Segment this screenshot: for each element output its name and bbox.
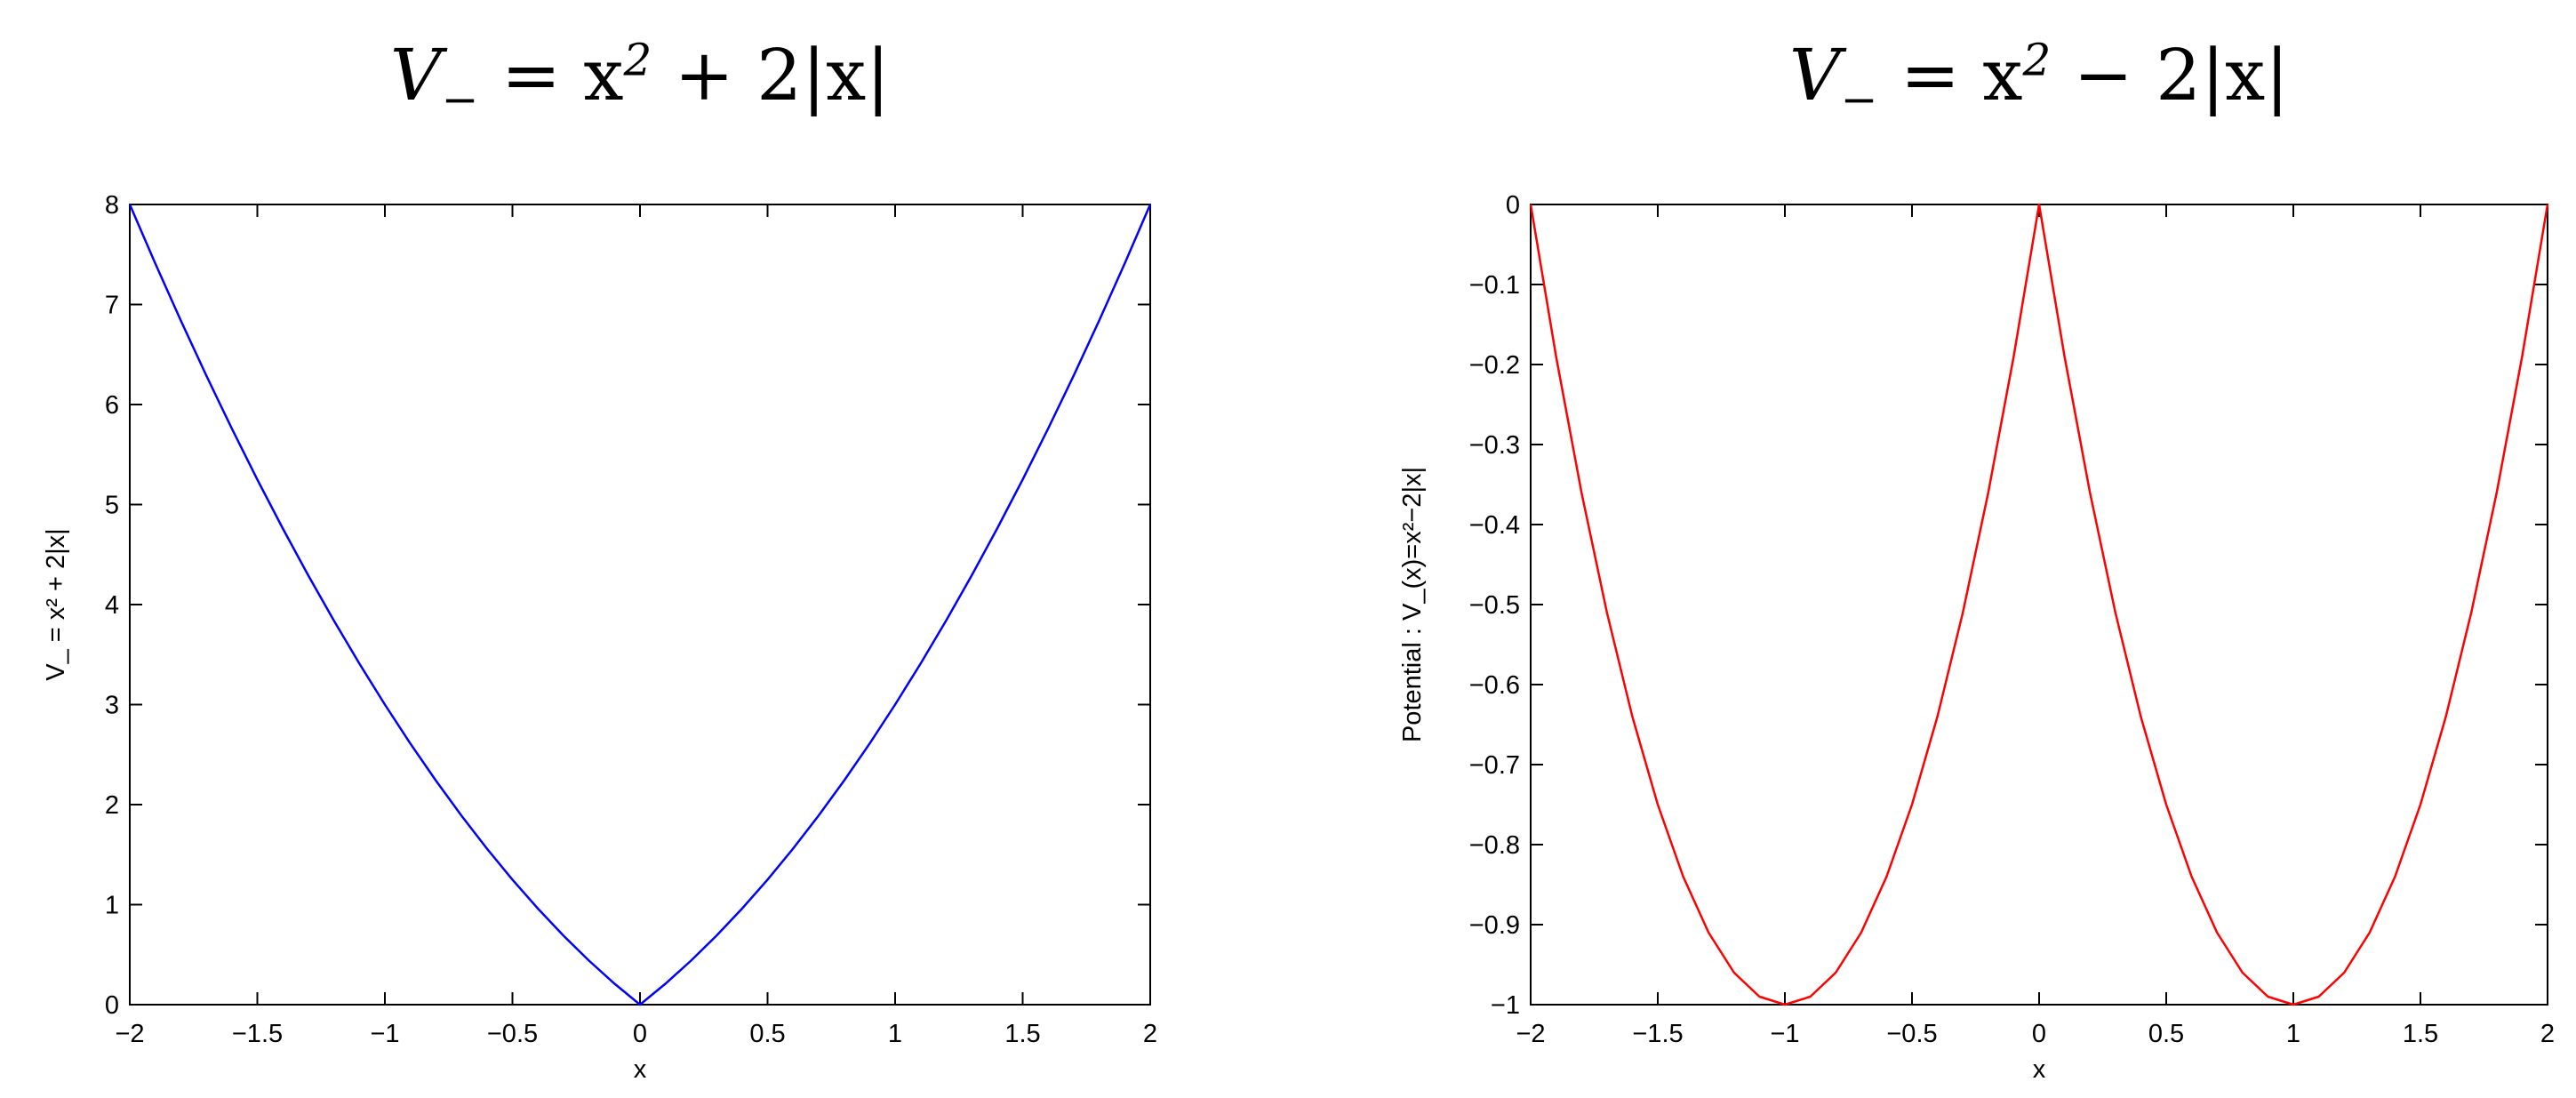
y-tick-label: −0.9: [1469, 911, 1520, 940]
y-tick-label: −0.3: [1469, 431, 1520, 460]
x-tick-label: −0.5: [1886, 1020, 1937, 1048]
y-tick-label: −0.6: [1469, 671, 1520, 700]
x-tick-label: −1.5: [232, 1020, 283, 1048]
x-tick-label: 1: [2286, 1020, 2300, 1048]
plot-left: −2 −1.5 −1 −0.5 0 0.5 1 1.5 2 0 1 2 3 4 5 6 7 8 x V_ = x² +…: [42, 191, 1157, 1084]
y-tick-label: −0.2: [1469, 351, 1520, 380]
x-tick-label: 2: [2540, 1020, 2555, 1048]
y-axis-label: V_ = x² + 2|x|: [42, 528, 70, 680]
chart-title-right: V− = x2 − 2|x|: [1788, 34, 2290, 125]
y-tick-label: −0.7: [1469, 751, 1520, 780]
x-tick-label: 0.5: [749, 1020, 785, 1048]
axes-box: [1530, 204, 2548, 1006]
x-axis-label: x: [2033, 1055, 2046, 1084]
series-line: [1529, 203, 2549, 1006]
y-tick-label: 1: [105, 892, 119, 920]
y-axis-label: Potential : V_(x)=x²−2|x|: [1398, 467, 1427, 742]
x-tick-label: −2: [115, 1020, 144, 1048]
y-tick-label: 2: [105, 791, 119, 820]
x-axis-label: x: [634, 1055, 647, 1084]
y-tick-label: 3: [105, 692, 119, 720]
y-tick-label: 7: [105, 292, 119, 320]
x-tick-label: −1: [370, 1020, 399, 1048]
y-tick-label: 5: [105, 492, 119, 520]
plot-right: −2 −1.5 −1 −0.5 0 0.5 1 1.5 2 0 −0.1 −0.2 −0.3 −0.4 −0…: [1398, 191, 2555, 1084]
y-tick-label: 4: [105, 591, 119, 620]
y-tick-label: −0.5: [1469, 591, 1520, 620]
x-tick-label: 1.5: [1004, 1020, 1040, 1048]
x-tick-label: −2: [1516, 1020, 1545, 1048]
y-tick-label: 8: [105, 191, 119, 220]
y-tick-label: 0: [1506, 191, 1520, 220]
y-tick-label: −0.1: [1469, 271, 1520, 300]
y-tick-label: 6: [105, 391, 119, 420]
x-tick-label: −1.5: [1632, 1020, 1683, 1048]
y-tick-label: −1: [1491, 991, 1520, 1020]
y-tick-label: −0.4: [1469, 511, 1520, 540]
x-tick-label: 0: [633, 1020, 647, 1048]
x-tick-label: 1: [888, 1020, 902, 1048]
series-line: [128, 204, 1152, 1006]
x-tick-label: 0: [2032, 1020, 2046, 1048]
x-tick-label: 0.5: [2148, 1020, 2184, 1048]
x-tick-label: −1: [1770, 1020, 1799, 1048]
x-tick-label: 2: [1143, 1020, 1157, 1048]
y-tick-label: 0: [105, 991, 119, 1020]
axes-box: [129, 204, 1151, 1006]
x-tick-label: −0.5: [487, 1020, 538, 1048]
y-tick-label: −0.8: [1469, 831, 1520, 860]
x-tick-label: 1.5: [2403, 1020, 2438, 1048]
chart-title-left: V− = x2 + 2|x|: [389, 34, 891, 125]
